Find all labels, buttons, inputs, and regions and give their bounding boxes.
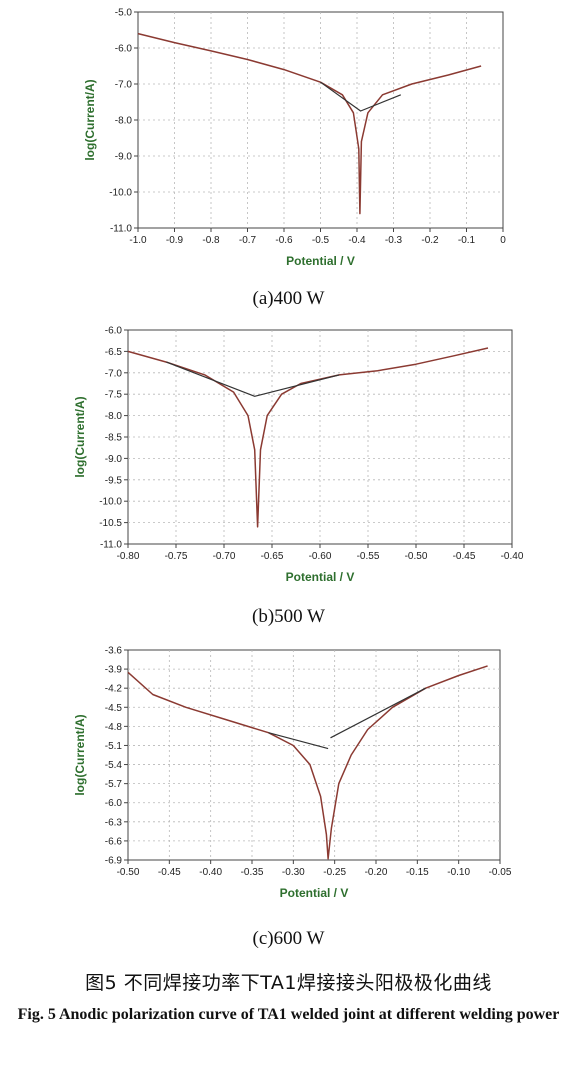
x-tick-label: -0.80 <box>117 551 140 562</box>
figure-caption-cn: 图5 不同焊接功率下TA1焊接接头阳极极化曲线 <box>85 972 492 994</box>
tafel-fit-line <box>330 687 426 739</box>
x-tick-label: 0 <box>500 235 506 246</box>
x-tick-label: -0.25 <box>323 867 346 878</box>
y-tick-label: -6.0 <box>115 44 133 55</box>
x-tick-label: -0.9 <box>166 235 184 246</box>
y-tick-label: -9.0 <box>115 152 133 163</box>
y-tick-label: -7.0 <box>115 80 133 91</box>
x-tick-label: -0.15 <box>406 867 429 878</box>
y-tick-label: -5.1 <box>105 741 123 752</box>
x-tick-label: -1.0 <box>129 235 147 246</box>
panel-c: -0.50 -0.45 -0.40 -0.35 -0.30 -0.25 -0.20 -0.15… <box>0 640 577 920</box>
figure-caption-en: Fig. 5 Anodic polarization curve of TA1 … <box>17 1006 560 1023</box>
y-tick-label: -6.0 <box>105 798 123 809</box>
x-axis-label: Potential / V <box>286 570 355 584</box>
x-tick-label: -0.3 <box>385 235 403 246</box>
x-tick-label: -0.40 <box>501 551 524 562</box>
tafel-fit-line <box>166 361 340 397</box>
y-tick-label: -3.9 <box>105 665 123 676</box>
chart-c: -0.50 -0.45 -0.40 -0.35 -0.30 -0.25 -0.20 -0.15… <box>73 646 512 901</box>
y-axis-label: log(Current/A) <box>73 714 87 795</box>
x-tick-label: -0.10 <box>447 867 470 878</box>
x-tick-label: -0.45 <box>453 551 476 562</box>
x-tick-label: -0.75 <box>165 551 188 562</box>
y-tick-label: -9.0 <box>105 454 123 465</box>
tafel-fit-line <box>268 732 329 750</box>
chart-a: -1.0 -0.9 -0.8 -0.7 -0.6 -0.5 -0.4 -0.3 -0.2 -0.1… <box>83 8 506 269</box>
y-axis-label: log(Current/A) <box>73 396 87 477</box>
caption-c: (c)600 W <box>252 928 325 949</box>
tafel-fit-line <box>320 81 402 112</box>
y-tick-label: -7.5 <box>105 390 123 401</box>
y-tick-label: -5.4 <box>105 760 123 771</box>
polarization-curve <box>127 665 488 860</box>
y-tick-label: -6.6 <box>105 836 123 847</box>
x-tick-label: -0.6 <box>275 235 293 246</box>
caption-b: (b)500 W <box>252 606 325 627</box>
chart-b: -0.80 -0.75 -0.70 -0.65 -0.60 -0.55 -0.50 -0.45… <box>73 326 524 585</box>
y-tick-label: -10.0 <box>109 188 132 199</box>
polarization-curve <box>137 32 482 215</box>
plot-area <box>127 649 501 861</box>
x-tick-label: -0.8 <box>202 235 220 246</box>
y-tick-label: -5.0 <box>115 8 133 19</box>
x-tick-label: -0.4 <box>348 235 366 246</box>
y-tick-label: -8.0 <box>105 411 123 422</box>
x-tick-label: -0.30 <box>282 867 305 878</box>
x-tick-label: -0.05 <box>489 867 512 878</box>
x-axis-label: Potential / V <box>280 886 349 900</box>
panel-b: -0.80 -0.75 -0.70 -0.65 -0.60 -0.55 -0.50 -0.45… <box>0 318 577 604</box>
y-tick-label: -4.2 <box>105 684 123 695</box>
x-tick-label: -0.20 <box>365 867 388 878</box>
x-tick-label: -0.7 <box>239 235 257 246</box>
y-tick-label: -6.0 <box>105 326 123 337</box>
x-tick-label: -0.55 <box>357 551 380 562</box>
x-tick-label: -0.1 <box>458 235 476 246</box>
y-tick-label: -6.9 <box>105 856 123 867</box>
x-tick-label: -0.2 <box>421 235 439 246</box>
y-tick-label: -8.0 <box>115 116 133 127</box>
y-tick-label: -6.5 <box>105 347 123 358</box>
y-tick-label: -10.5 <box>99 518 122 529</box>
x-tick-label: -0.50 <box>405 551 428 562</box>
x-tick-label: -0.35 <box>241 867 264 878</box>
x-tick-label: -0.60 <box>309 551 332 562</box>
x-tick-label: -0.40 <box>199 867 222 878</box>
y-tick-label: -10.0 <box>99 497 122 508</box>
x-axis-label: Potential / V <box>286 254 355 268</box>
caption-a: (a)400 W <box>252 288 325 309</box>
x-tick-label: -0.50 <box>117 867 140 878</box>
y-tick-label: -11.0 <box>100 540 122 551</box>
y-tick-label: -4.8 <box>105 722 123 733</box>
y-tick-label: -7.0 <box>105 368 123 379</box>
y-tick-label: -4.5 <box>105 703 123 714</box>
y-tick-label: -8.5 <box>105 433 123 444</box>
x-tick-label: -0.65 <box>261 551 284 562</box>
y-tick-label: -9.5 <box>105 475 123 486</box>
y-axis-label: log(Current/A) <box>83 79 97 160</box>
y-tick-label: -11.0 <box>110 224 132 235</box>
y-tick-label: -6.3 <box>105 817 123 828</box>
x-tick-label: -0.70 <box>213 551 236 562</box>
polarization-curve <box>127 347 489 528</box>
x-tick-label: -0.45 <box>158 867 181 878</box>
x-tick-label: -0.5 <box>312 235 330 246</box>
y-tick-label: -3.6 <box>105 646 123 657</box>
y-tick-label: -5.7 <box>105 779 123 790</box>
panel-a: -1.0 -0.9 -0.8 -0.7 -0.6 -0.5 -0.4 -0.3 -0.2 -0.1… <box>0 0 577 290</box>
